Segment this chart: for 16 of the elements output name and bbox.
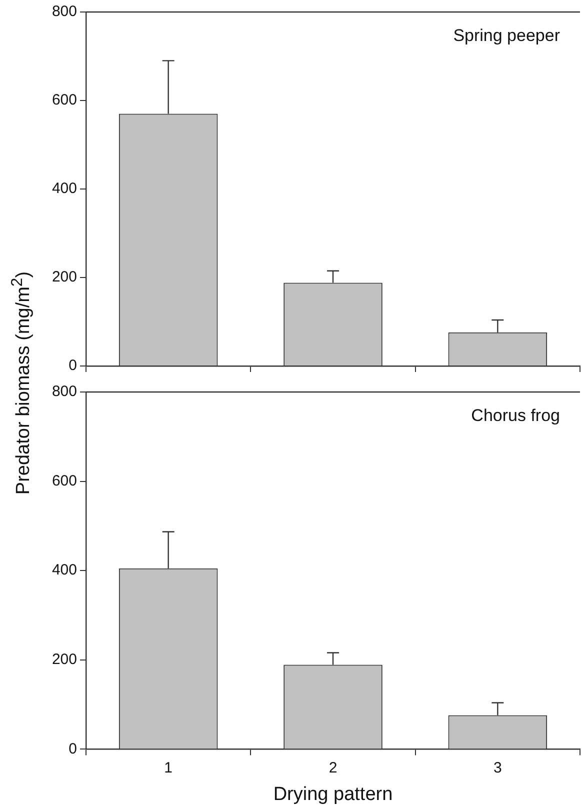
y-tick-label: 800 xyxy=(52,3,77,20)
y-tick-label: 600 xyxy=(52,92,77,109)
y-tick-label: 0 xyxy=(68,357,77,374)
x-tick-label: 1 xyxy=(164,759,173,776)
y-tick-label: 200 xyxy=(52,268,77,286)
annotation: Chorus frog xyxy=(471,406,560,426)
x-axis-title: Drying pattern xyxy=(273,784,393,805)
x-tick-label: 2 xyxy=(328,759,338,776)
annotation: Spring peeper xyxy=(453,26,560,46)
y-tick-label: 400 xyxy=(52,180,77,198)
x-tick-label: 3 xyxy=(493,759,502,776)
y-tick-label: 800 xyxy=(52,383,77,400)
y-tick-label: 0 xyxy=(68,740,77,758)
y-tick-label: 600 xyxy=(52,472,77,490)
y-tick-label: 400 xyxy=(52,562,77,579)
y-tick-label: 200 xyxy=(52,651,77,668)
